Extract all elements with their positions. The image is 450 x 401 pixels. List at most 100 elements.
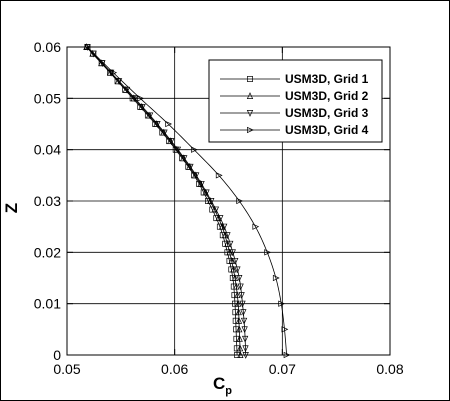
legend: USM3D, Grid 1 USM3D, Grid 2 USM3D, Grid 3 U…: [208, 59, 383, 143]
data-point: [252, 223, 260, 230]
y-axis-ticks: 0 0.01 0.02 0.03 0.04 0.05 0.06: [34, 39, 390, 363]
data-point: [191, 146, 198, 153]
data-point: [233, 282, 240, 290]
data-point: [278, 300, 286, 307]
y-tick-label: 0.01: [34, 296, 61, 312]
data-point: [84, 43, 92, 51]
data-point: [234, 291, 241, 299]
data-point: [212, 206, 220, 214]
data-point: [227, 240, 234, 248]
data-point: [233, 335, 240, 342]
data-point: [240, 317, 248, 325]
data-point: [233, 326, 239, 333]
y-axis-label: Z: [2, 203, 21, 213]
legend-label: USM3D, Grid 2: [285, 89, 369, 103]
data-point: [231, 274, 239, 281]
series-3: [84, 44, 249, 359]
y-tick-label: 0.05: [34, 90, 61, 106]
data-point: [224, 232, 231, 240]
data-point: [239, 300, 246, 308]
x-tick-label: 0.05: [53, 361, 80, 377]
series-line: [87, 46, 288, 356]
data-point: [234, 266, 241, 274]
data-point: [235, 299, 242, 307]
data-point: [84, 44, 91, 51]
data-point: [165, 120, 173, 128]
legend-label: USM3D, Grid 3: [285, 106, 369, 120]
series-line: [87, 46, 247, 356]
data-point: [217, 215, 224, 222]
x-tick-label: 0.06: [161, 361, 188, 377]
data-point: [242, 352, 249, 359]
series-layer: [83, 43, 291, 359]
legend-label: USM3D, Grid 4: [285, 123, 369, 137]
legend-box: [208, 59, 383, 143]
x-tick-label: 0.07: [269, 361, 296, 377]
data-point: [236, 275, 243, 282]
data-point: [226, 248, 233, 256]
data-point: [232, 317, 239, 324]
data-point: [110, 69, 118, 76]
data-point: [221, 223, 228, 231]
data-point: [240, 309, 247, 317]
data-point: [232, 309, 239, 316]
x-axis-label-main: C: [213, 374, 225, 393]
legend-marker: [246, 92, 254, 99]
data-point: [242, 345, 249, 353]
data-point: [235, 308, 242, 316]
data-point: [123, 86, 131, 94]
data-point: [283, 351, 291, 359]
data-point: [228, 257, 235, 264]
data-point: [234, 352, 241, 358]
data-point: [232, 300, 238, 307]
data-point: [236, 325, 243, 333]
data-point: [131, 95, 138, 103]
x-tick-label: 0.08: [376, 361, 403, 377]
y-tick-label: 0: [53, 347, 61, 363]
data-point: [181, 155, 188, 163]
data-point: [154, 121, 161, 128]
y-tick-label: 0.04: [34, 142, 61, 158]
data-point: [272, 274, 280, 282]
legend-marker: [247, 126, 254, 134]
data-point: [241, 326, 248, 334]
data-point: [238, 292, 245, 299]
data-point: [264, 249, 272, 256]
data-point: [230, 265, 237, 273]
data-point: [233, 345, 240, 352]
data-point: [146, 112, 154, 120]
y-tick-label: 0.06: [34, 39, 61, 55]
data-point: [215, 172, 223, 179]
legend-marker: [246, 110, 254, 117]
data-point: [139, 103, 146, 111]
data-point: [174, 146, 182, 154]
data-point: [187, 163, 194, 171]
data-point: [90, 50, 97, 58]
data-point: [218, 222, 226, 230]
data-point: [229, 249, 236, 257]
data-point: [168, 138, 175, 145]
data-point: [236, 344, 244, 352]
y-tick-label: 0.03: [34, 193, 61, 209]
data-point: [241, 335, 249, 343]
series-4: [84, 43, 291, 359]
y-tick-label: 0.02: [34, 244, 61, 260]
data-point: [236, 335, 243, 342]
data-point: [235, 316, 243, 324]
data-point: [203, 189, 210, 197]
x-axis-label: Cp: [213, 374, 232, 397]
data-point: [237, 283, 244, 291]
data-point: [237, 351, 244, 358]
x-axis-label-subscript: p: [225, 385, 232, 397]
legend-label: USM3D, Grid 1: [285, 72, 369, 86]
data-point: [281, 326, 289, 333]
data-point: [232, 257, 239, 265]
data-point: [161, 129, 168, 137]
data-point: [193, 172, 200, 180]
x-axis-ticks: 0.05 0.06 0.07 0.08: [53, 47, 404, 377]
data-point: [198, 180, 205, 188]
data-point: [236, 197, 244, 205]
data-point: [137, 95, 145, 102]
legend-marker: [247, 76, 253, 82]
